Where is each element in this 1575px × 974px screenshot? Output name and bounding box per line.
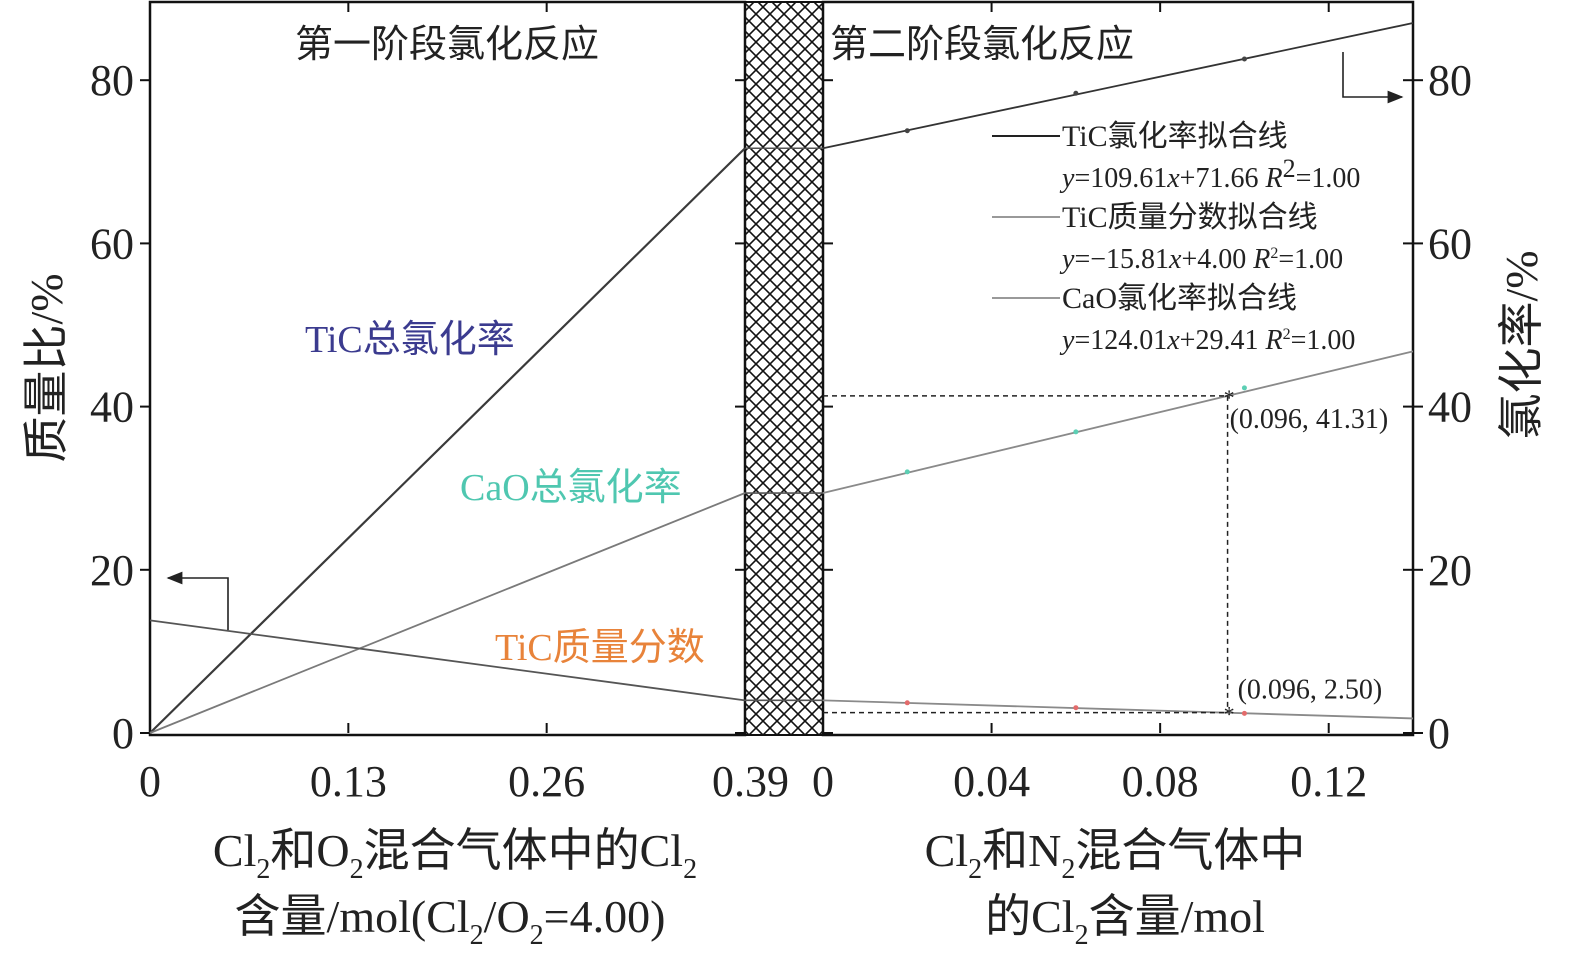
left-x-axis-title-line2: 含量/mol(Cl2/O2=4.00) <box>235 891 666 951</box>
left-x-tick-label: 0.26 <box>508 757 585 806</box>
legend-label-3: CaO氯化率拟合线 <box>1062 282 1297 315</box>
left-panel-series <box>149 147 823 734</box>
annotation-star: * <box>1224 702 1235 727</box>
left-y-tick-label: 60 <box>90 219 134 268</box>
right-x-tick-label: 0.08 <box>1122 757 1199 806</box>
right-panel-frame <box>821 0 1415 737</box>
tic-rate-point <box>1073 90 1079 96</box>
label-tic-frac: TiC质量分数 <box>495 627 705 669</box>
right-y-tick-label: 80 <box>1428 56 1472 105</box>
left-series-line-2 <box>149 492 746 734</box>
annotation-label: (0.096, 41.31) <box>1230 404 1389 435</box>
right-x-tick-label: 0.04 <box>953 757 1030 806</box>
left-y-axis-title: 质量比/% <box>21 273 72 462</box>
stage2-title: 第二阶段氯化反应 <box>830 24 1134 66</box>
right-x-tick-label: 0 <box>812 757 834 806</box>
legend-eq-3: y=124.01x+29.41 R2=1.00 <box>1059 325 1355 356</box>
legend-eq-2: y=−15.81x+4.00 R2=1.00 <box>1059 244 1343 275</box>
left-x-tick-label: 0 <box>139 757 161 806</box>
right-fit-line-2 <box>822 699 1414 720</box>
cao-rate-point <box>1073 429 1079 435</box>
transition-hatch <box>744 1 824 736</box>
right-y-tick-label: 60 <box>1428 219 1472 268</box>
right-x-tick-label: 0.12 <box>1290 757 1367 806</box>
tic-frac-point <box>904 700 910 706</box>
tic-rate-point <box>1241 56 1247 62</box>
annotations: *(0.096, 41.31)*(0.096, 2.50) <box>823 385 1388 727</box>
legend-label-2: TiC质量分数拟合线 <box>1062 201 1318 234</box>
left-x-axis-title-line1: Cl2和O2混合气体中的Cl2 <box>213 825 697 885</box>
right-axis-arrow <box>1342 52 1404 104</box>
right-y-axis-title: 氯化率/% <box>1496 250 1547 439</box>
left-y-tick-label: 0 <box>112 709 134 758</box>
stage1-title: 第一阶段氯化反应 <box>295 24 599 66</box>
legend-eq-1: y=109.61x+71.66 R2=1.00 <box>1059 154 1360 194</box>
left-axis-arrow <box>166 571 229 630</box>
right-panel-markers <box>904 56 1247 716</box>
right-y-tick-label: 40 <box>1428 383 1472 432</box>
cao-rate-point <box>904 469 910 475</box>
left-x-tick-label: 0.39 <box>712 757 789 806</box>
label-cao-total: CaO总氯化率 <box>460 467 682 509</box>
left-y-tick-label: 40 <box>90 383 134 432</box>
label-tic-total: TiC总氯化率 <box>305 319 515 361</box>
right-fit-line-3 <box>822 350 1414 494</box>
legend-label-1: TiC氯化率拟合线 <box>1062 120 1288 153</box>
left-panel-frame <box>148 0 747 737</box>
tic-frac-point <box>1073 705 1079 711</box>
left-series-line-1 <box>149 147 746 734</box>
axis-ticks <box>140 2 1423 734</box>
right-fit-line-1 <box>822 22 1414 150</box>
cao-rate-point <box>1241 385 1247 391</box>
right-y-tick-label: 0 <box>1428 709 1450 758</box>
tic-rate-point <box>904 128 910 134</box>
legend: TiC氯化率拟合线 y=109.61x+71.66 R2=1.00 TiC质量分… <box>992 120 1360 356</box>
left-y-tick-label: 80 <box>90 56 134 105</box>
annotation-label: (0.096, 2.50) <box>1238 675 1383 706</box>
right-x-axis-title-line1: Cl2和N2混合气体中 <box>925 825 1306 885</box>
right-x-axis-title-line2: 的Cl2含量/mol <box>985 891 1265 951</box>
left-x-tick-label: 0.13 <box>310 757 387 806</box>
annotation-star: * <box>1224 385 1235 410</box>
tic-frac-point <box>1241 710 1247 716</box>
right-y-tick-label: 20 <box>1428 546 1472 595</box>
right-panel-series <box>822 22 1414 720</box>
left-series-line-3 <box>149 619 746 702</box>
left-y-tick-label: 20 <box>90 546 134 595</box>
